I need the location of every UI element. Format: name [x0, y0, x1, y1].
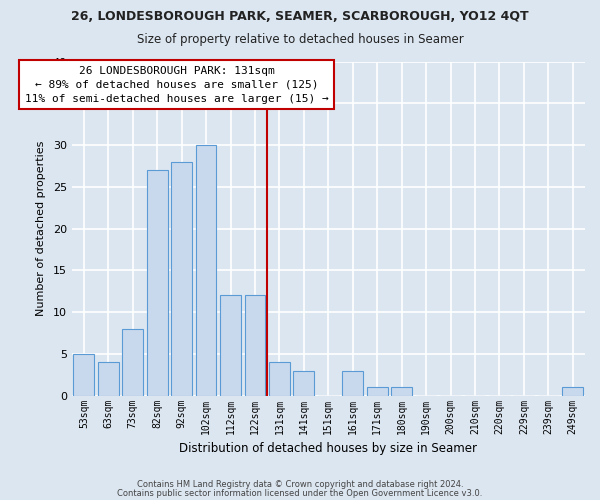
Bar — [343, 370, 363, 396]
Bar — [171, 162, 192, 396]
Text: Size of property relative to detached houses in Seamer: Size of property relative to detached ho… — [137, 32, 463, 46]
Bar — [269, 362, 290, 396]
Text: Contains public sector information licensed under the Open Government Licence v3: Contains public sector information licen… — [118, 488, 482, 498]
Text: Contains HM Land Registry data © Crown copyright and database right 2024.: Contains HM Land Registry data © Crown c… — [137, 480, 463, 489]
Text: 26 LONDESBOROUGH PARK: 131sqm
← 89% of detached houses are smaller (125)
11% of : 26 LONDESBOROUGH PARK: 131sqm ← 89% of d… — [25, 66, 329, 104]
Bar — [98, 362, 119, 396]
X-axis label: Distribution of detached houses by size in Seamer: Distribution of detached houses by size … — [179, 442, 478, 455]
Bar — [122, 329, 143, 396]
Bar — [391, 388, 412, 396]
Bar — [293, 370, 314, 396]
Bar — [220, 296, 241, 396]
Bar — [245, 296, 265, 396]
Bar — [196, 145, 217, 396]
Bar — [147, 170, 167, 396]
Bar — [73, 354, 94, 396]
Bar — [562, 388, 583, 396]
Text: 26, LONDESBOROUGH PARK, SEAMER, SCARBOROUGH, YO12 4QT: 26, LONDESBOROUGH PARK, SEAMER, SCARBORO… — [71, 10, 529, 23]
Bar — [367, 388, 388, 396]
Y-axis label: Number of detached properties: Number of detached properties — [36, 141, 46, 316]
